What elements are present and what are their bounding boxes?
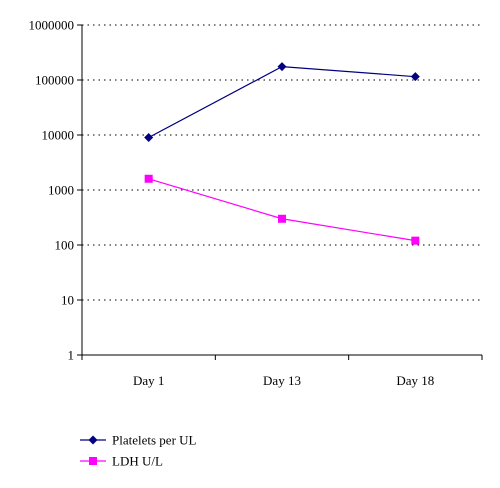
data-point <box>410 72 420 82</box>
legend-item: LDH U/L <box>80 454 163 469</box>
y-tick-label: 10 <box>61 293 74 308</box>
x-tick-label: Day 13 <box>263 373 301 388</box>
data-point <box>144 133 154 143</box>
x-tick-label: Day 1 <box>133 373 164 388</box>
data-point <box>144 174 153 183</box>
legend-label: LDH U/L <box>112 454 163 469</box>
data-point <box>278 214 286 223</box>
y-tick-label: 100000 <box>35 73 74 88</box>
legend-label: Platelets per UL <box>112 433 197 448</box>
series-1 <box>144 62 420 143</box>
series-line <box>148 178 416 242</box>
data-point <box>411 236 420 245</box>
legend-marker <box>89 457 97 465</box>
legend: Platelets per UL LDH U/L <box>80 433 197 469</box>
y-tick-label: 10000 <box>42 128 75 143</box>
legend-marker <box>88 435 98 445</box>
y-tick-label: 1000000 <box>29 18 75 33</box>
axes <box>77 24 483 360</box>
data-point <box>277 62 287 72</box>
series-2 <box>144 174 420 245</box>
y-axis-tick-labels: 1 10 100 1000 10000 100000 1000000 <box>29 18 75 363</box>
y-tick-label: 100 <box>55 238 75 253</box>
y-tick-label: 1000 <box>48 183 74 198</box>
series-group <box>144 62 420 245</box>
x-axis-tick-labels: Day 1 Day 13 Day 18 <box>133 373 434 388</box>
y-tick-label: 1 <box>68 348 75 363</box>
legend-item: Platelets per UL <box>80 433 197 448</box>
series-line <box>148 66 416 139</box>
x-tick-label: Day 18 <box>396 373 434 388</box>
